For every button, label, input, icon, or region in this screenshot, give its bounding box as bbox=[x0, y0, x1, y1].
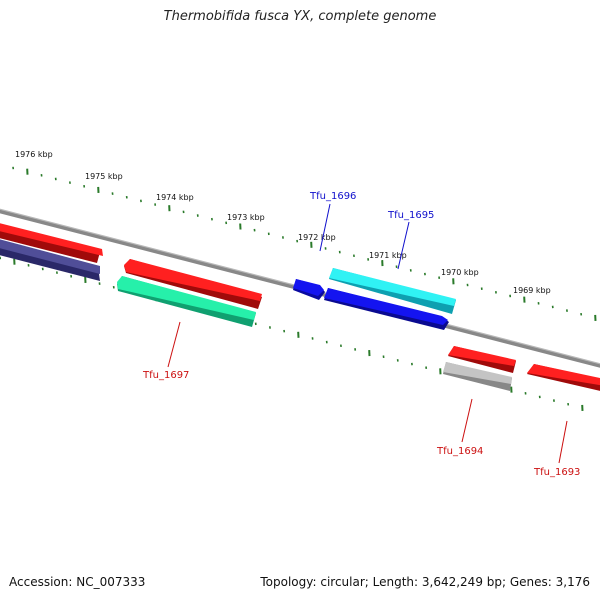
gene-arrow-left-red[interactable] bbox=[0, 222, 103, 263]
gene-arrow-tfu-1697[interactable] bbox=[117, 276, 256, 327]
gene-arrow-tfu-1693[interactable] bbox=[527, 364, 600, 392]
leader-tfu-1696 bbox=[319, 203, 331, 252]
leader-tfu-1693 bbox=[558, 420, 568, 464]
ruler-label-1969: 1969 kbp bbox=[513, 286, 551, 295]
gene-arrow-tfu-1694[interactable] bbox=[443, 362, 512, 391]
leader-tfu-1697 bbox=[167, 321, 181, 368]
gene-labels: Tfu_1696 Tfu_1695 Tfu_1697 Tfu_1694 Tfu_… bbox=[142, 191, 580, 478]
gene-label-tfu-1693[interactable]: Tfu_1693 bbox=[533, 467, 580, 478]
gene-arrow-tfu-1695[interactable] bbox=[329, 268, 456, 314]
gene-arrow-blue-long[interactable] bbox=[324, 288, 449, 330]
gene-label-tfu-1694[interactable]: Tfu_1694 bbox=[436, 446, 483, 457]
gene-label-tfu-1696[interactable]: Tfu_1696 bbox=[309, 191, 356, 202]
label-leaders bbox=[167, 203, 568, 464]
gene-arrow-tfu-1697-red[interactable] bbox=[124, 259, 262, 309]
ruler-label-1974: 1974 kbp bbox=[156, 193, 194, 202]
gene-arrow-tfu-1696[interactable] bbox=[293, 279, 325, 300]
leader-tfu-1695 bbox=[397, 221, 410, 270]
gene-label-tfu-1695[interactable]: Tfu_1695 bbox=[387, 210, 434, 221]
gene-arrow-red-1694[interactable] bbox=[448, 346, 516, 373]
ruler-label-1971: 1971 kbp bbox=[369, 251, 407, 260]
ruler-label-1973: 1973 kbp bbox=[227, 213, 265, 222]
ruler-label-1976: 1976 kbp bbox=[15, 150, 53, 159]
ruler-labels: 1976 kbp 1975 kbp 1974 kbp 1973 kbp 1972… bbox=[15, 150, 551, 295]
ruler-top-ticks bbox=[12, 166, 597, 321]
ruler-label-1970: 1970 kbp bbox=[441, 268, 479, 277]
gene-arrow-left-navy[interactable] bbox=[0, 238, 100, 281]
gene-label-tfu-1697[interactable]: Tfu_1697 bbox=[142, 370, 189, 381]
ruler-label-1975: 1975 kbp bbox=[85, 172, 123, 181]
genome-summary-text: Topology: circular; Length: 3,642,249 bp… bbox=[260, 575, 590, 589]
ruler-bottom-ticks bbox=[0, 256, 584, 411]
accession-text: Accession: NC_007333 bbox=[9, 575, 146, 589]
leader-tfu-1694 bbox=[461, 398, 473, 443]
ruler-label-1972: 1972 kbp bbox=[298, 233, 336, 242]
map-title: Thermobifida fusca YX, complete genome bbox=[163, 9, 437, 24]
